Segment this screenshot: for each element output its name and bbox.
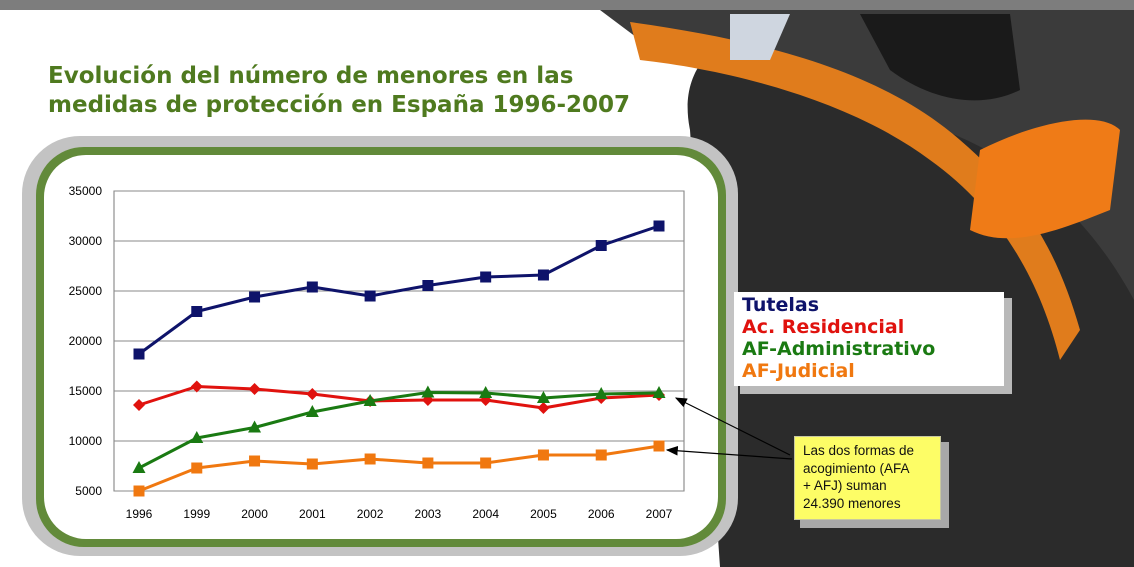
point-ac-residencial [306, 388, 319, 400]
x-tick-label: 2002 [357, 507, 384, 521]
point-tutelas [191, 306, 203, 317]
chart-frame-inner [44, 155, 718, 539]
point-af-administrativo [421, 385, 435, 398]
legend-item-af-administrativo: AF-Administrativo [742, 338, 936, 360]
x-tick-label: 2004 [472, 507, 499, 521]
point-af-judicial [537, 449, 549, 461]
point-af-judicial [249, 455, 261, 467]
point-ac-residencial [133, 399, 145, 411]
point-af-administrativo [479, 386, 493, 398]
photo-figure [860, 14, 1020, 101]
point-tutelas [364, 290, 376, 302]
point-af-administrativo [248, 420, 262, 433]
point-tutelas [133, 348, 145, 360]
line-chart: 5000 10000 15000 20000 25000 30000 35000 1996 19… [69, 184, 685, 521]
point-af-administrativo [305, 405, 319, 417]
point-tutelas [306, 281, 318, 293]
point-ac-residencial [190, 380, 203, 393]
x-tick-label: 2001 [299, 507, 326, 521]
page-title: Evolución del número de menores en las m… [48, 63, 631, 118]
point-af-judicial [595, 449, 607, 461]
point-tutelas [537, 269, 549, 281]
y-tick-label: 25000 [69, 284, 103, 298]
point-af-administrativo [190, 431, 204, 443]
y-tick-label: 30000 [69, 234, 103, 248]
point-af-administrativo [652, 386, 666, 398]
photo-shirt [970, 119, 1120, 239]
series-line-af-judicial [138, 444, 660, 493]
x-tick-label: 2007 [646, 507, 673, 521]
legend-item-ac-residencial: Ac. Residencial [742, 316, 905, 338]
legend-item-af-judicial: AF-Judicial [742, 360, 855, 382]
point-af-judicial [306, 458, 318, 470]
point-af-judicial [422, 457, 434, 469]
point-af-judicial [480, 457, 492, 469]
x-tick-label: 2000 [241, 507, 268, 521]
y-tick-label: 35000 [69, 184, 103, 198]
point-tutelas [653, 220, 665, 232]
point-af-administrativo [594, 387, 608, 399]
legend: Tutelas Ac. Residencial AF-Administrativ… [734, 292, 1004, 386]
series-line-ac-residencial [138, 385, 660, 410]
photo-jeans [730, 14, 790, 60]
point-af-judicial [364, 453, 376, 465]
point-af-administrativo [132, 461, 146, 473]
point-tutelas [422, 280, 434, 291]
x-tick-label: 1996 [126, 507, 153, 521]
y-tick-label: 5000 [75, 484, 102, 498]
y-tick-label: 15000 [69, 384, 103, 398]
series-line-af-administrativo [138, 391, 660, 470]
note-box: Las dos formas de acogimiento (AFA + AFJ… [794, 436, 941, 520]
point-af-judicial [653, 440, 665, 452]
x-tick-label: 1999 [183, 507, 210, 521]
y-tick-label: 20000 [69, 334, 103, 348]
x-tick-label: 2006 [588, 507, 615, 521]
point-af-administrativo [536, 391, 550, 403]
point-af-judicial [133, 485, 145, 497]
legend-item-tutelas: Tutelas [742, 294, 820, 316]
note-text: Las dos formas de acogimiento (AFA + AFJ… [803, 443, 915, 511]
point-tutelas [595, 240, 607, 251]
point-tutelas [480, 271, 492, 283]
point-tutelas [249, 291, 261, 303]
point-af-administrativo [363, 394, 377, 406]
x-tick-label: 2005 [530, 507, 557, 521]
x-tick-label: 2003 [415, 507, 442, 521]
point-ac-residencial [537, 402, 550, 414]
point-af-judicial [191, 462, 203, 474]
series-line-tutelas [138, 224, 660, 356]
point-ac-residencial [248, 383, 261, 395]
y-tick-label: 10000 [69, 434, 103, 448]
